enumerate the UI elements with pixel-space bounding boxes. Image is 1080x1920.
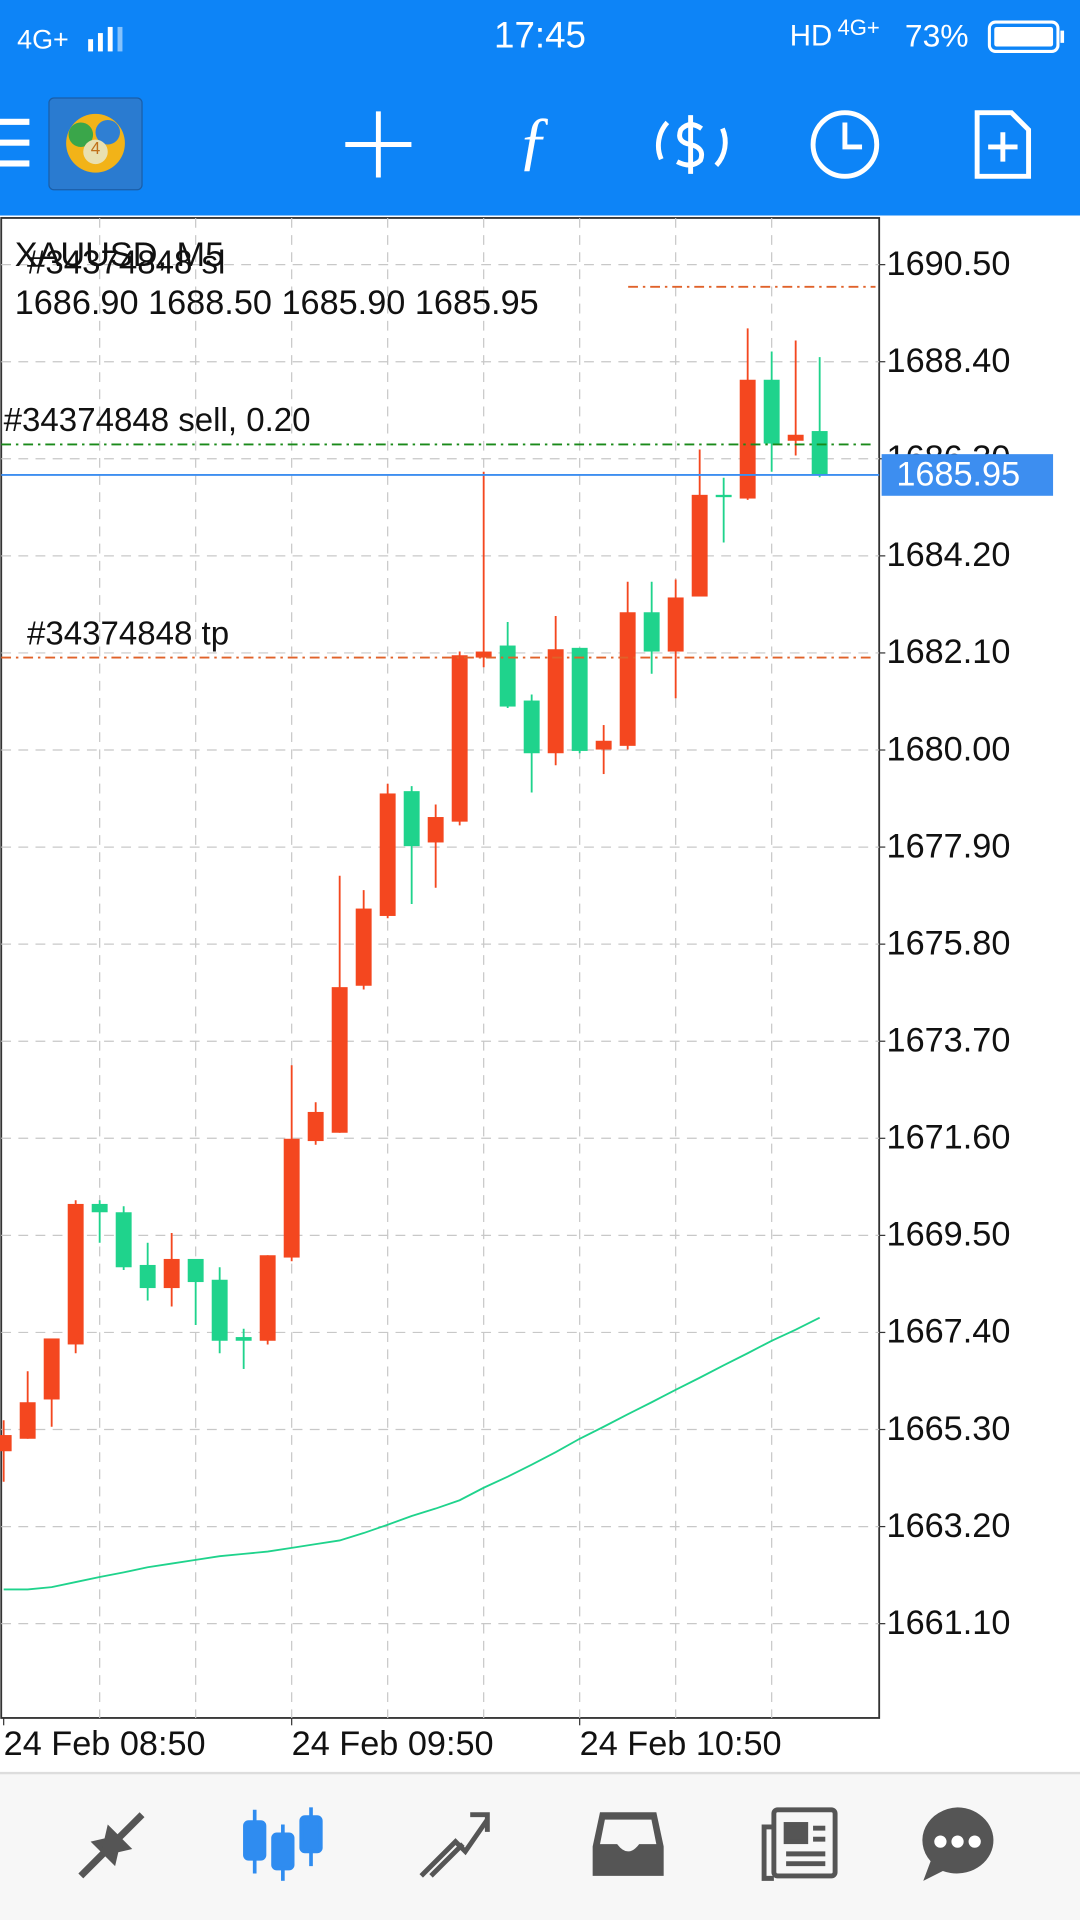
y-tick-label: 1669.50 [887, 1216, 1011, 1254]
y-tick-label: 1675.80 [887, 924, 1011, 962]
bid-label-box [881, 454, 1054, 496]
candle-body [595, 740, 612, 750]
svg-text:4: 4 [91, 138, 101, 158]
candle-body [139, 1264, 156, 1289]
candle-body [643, 612, 660, 652]
candle-body [403, 791, 420, 847]
candle-body [571, 647, 588, 751]
y-tick-label: 1688.40 [887, 342, 1011, 380]
ohlc-text: 1686.90 1688.50 1685.90 1685.95 [15, 284, 539, 322]
news-tab[interactable] [761, 1807, 838, 1881]
battery-level: 73% [905, 17, 969, 53]
y-tick-label: 1663.20 [887, 1507, 1011, 1545]
chat-tab[interactable] [922, 1807, 994, 1881]
period-button[interactable] [810, 110, 880, 179]
top-bar [0, 0, 1080, 216]
new-order-button[interactable] [974, 110, 1032, 179]
signal-icon [88, 26, 123, 52]
y-tick-label: 1665.30 [887, 1410, 1011, 1448]
candle-body [523, 700, 540, 754]
x-tick-label: 24 Feb 08:50 [4, 1725, 206, 1763]
candle-body [811, 431, 828, 475]
order-label: #34374848 sl [27, 245, 225, 282]
order-label: #34374848 sell, 0.20 [4, 402, 311, 439]
candle-body [91, 1203, 108, 1213]
candle-body [0, 1435, 12, 1452]
trade-tab[interactable] [419, 1812, 490, 1878]
candle-body [307, 1111, 324, 1142]
y-tick-label: 1671.60 [887, 1119, 1011, 1157]
candle-body [475, 651, 492, 658]
x-tick-label: 24 Feb 10:50 [580, 1725, 782, 1763]
y-tick-label: 1684.20 [887, 536, 1011, 574]
chart-frame [0, 217, 881, 1719]
candle-body [499, 645, 516, 707]
hd: HD [790, 20, 832, 53]
quotes-tab[interactable] [78, 1812, 145, 1879]
candle-body [283, 1138, 300, 1258]
candle-body [427, 817, 444, 843]
candle-body [19, 1402, 36, 1439]
candle-body [355, 908, 372, 986]
candle-body [739, 379, 756, 499]
y-tick-label: 1677.90 [887, 827, 1011, 865]
chart: 1690.501688.401686.301684.201682.101680.… [0, 217, 1054, 1763]
candle-body [67, 1203, 84, 1345]
moving-average [3, 1316, 821, 1591]
menu-button[interactable] [0, 118, 30, 167]
candle-body [211, 1279, 228, 1341]
bid-label: 1685.95 [896, 455, 1020, 493]
chart-title: XAUUSD, M5 [15, 236, 224, 274]
app-icon[interactable]: 4 [48, 97, 143, 191]
y-tick-label: 1680.00 [887, 730, 1011, 768]
candle-body [259, 1255, 276, 1341]
candle-body [787, 434, 804, 441]
candle-body [763, 379, 780, 444]
battery-icon [987, 20, 1065, 53]
bottom-bar [0, 1773, 1080, 1920]
indicators-button[interactable]: ƒ [517, 104, 550, 177]
y-tick-label: 1661.10 [887, 1604, 1011, 1642]
candle-body [331, 987, 348, 1133]
candle-body [691, 494, 708, 597]
candle-body [163, 1258, 180, 1289]
clock: 17:45 [494, 15, 586, 56]
candle-body [667, 597, 684, 652]
chart-tab[interactable] [243, 1807, 323, 1881]
crosshair-button[interactable] [345, 111, 412, 178]
candle-body [43, 1338, 60, 1400]
network: 4G+ [17, 25, 69, 55]
y-tick-label: 1673.70 [887, 1022, 1011, 1060]
candle-body [619, 612, 636, 746]
y-tick-label: 1667.40 [887, 1313, 1011, 1351]
candle-body [187, 1258, 204, 1283]
candle-body [451, 655, 468, 822]
order-label: #34374848 tp [27, 615, 229, 652]
candle-body [379, 793, 396, 916]
y-tick-label: 1682.10 [887, 633, 1011, 671]
x-tick-label: 24 Feb 09:50 [292, 1725, 494, 1763]
candle-body [115, 1212, 132, 1268]
y-tick-label: 1690.50 [887, 245, 1011, 283]
trade-button[interactable] [655, 115, 728, 174]
candle-body [715, 494, 732, 498]
candle-body [547, 649, 564, 754]
candle-body [235, 1337, 252, 1341]
history-tab[interactable] [592, 1812, 664, 1876]
network2: 4G+ [838, 15, 880, 40]
